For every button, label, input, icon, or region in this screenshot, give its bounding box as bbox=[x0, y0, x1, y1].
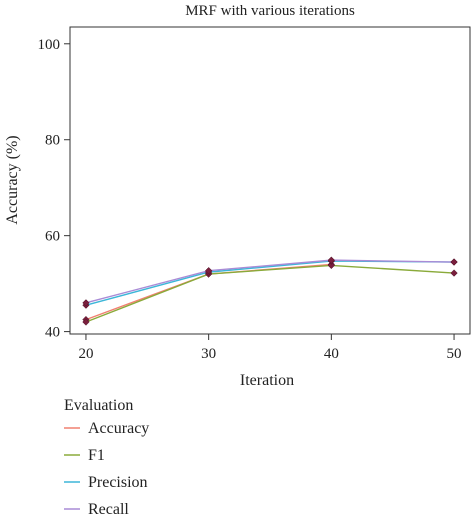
series-line-f1 bbox=[85, 264, 455, 323]
x-tick-label: 40 bbox=[324, 346, 339, 362]
data-point-recall bbox=[327, 256, 336, 264]
data-point-f1 bbox=[327, 261, 336, 270]
legend-label-accuracy: Accuracy bbox=[88, 420, 149, 437]
legend: Accuracy F1 Precision Recall bbox=[64, 420, 149, 518]
chart-title: MRF with various iterations bbox=[185, 3, 355, 19]
data-point-recall bbox=[450, 258, 458, 266]
series-markers bbox=[82, 256, 458, 326]
x-tick-label: 20 bbox=[78, 346, 93, 362]
y-axis: 40 60 80 100 bbox=[38, 37, 70, 341]
data-point-recall bbox=[82, 299, 90, 307]
x-tick-label: 50 bbox=[447, 346, 462, 362]
series-line-recall bbox=[85, 259, 455, 304]
legend-label-f1: F1 bbox=[88, 447, 105, 464]
y-tick-label: 100 bbox=[38, 37, 61, 53]
data-point-f1 bbox=[82, 318, 90, 326]
data-point-f1 bbox=[450, 269, 458, 277]
legend-title: Evaluation bbox=[64, 397, 133, 414]
legend-label-precision: Precision bbox=[88, 474, 148, 491]
x-axis-label: Iteration bbox=[240, 372, 294, 389]
x-axis: 20 30 40 50 bbox=[78, 334, 462, 362]
data-point-recall bbox=[204, 267, 213, 275]
y-tick-label: 80 bbox=[45, 133, 60, 149]
y-tick-label: 60 bbox=[45, 229, 60, 245]
series-lines bbox=[85, 259, 455, 323]
x-tick-label: 30 bbox=[201, 346, 216, 362]
y-axis-label: Accuracy (%) bbox=[4, 135, 21, 224]
plot-frame bbox=[69, 26, 471, 335]
legend-label-recall: Recall bbox=[88, 501, 129, 518]
y-tick-label: 40 bbox=[45, 325, 60, 341]
